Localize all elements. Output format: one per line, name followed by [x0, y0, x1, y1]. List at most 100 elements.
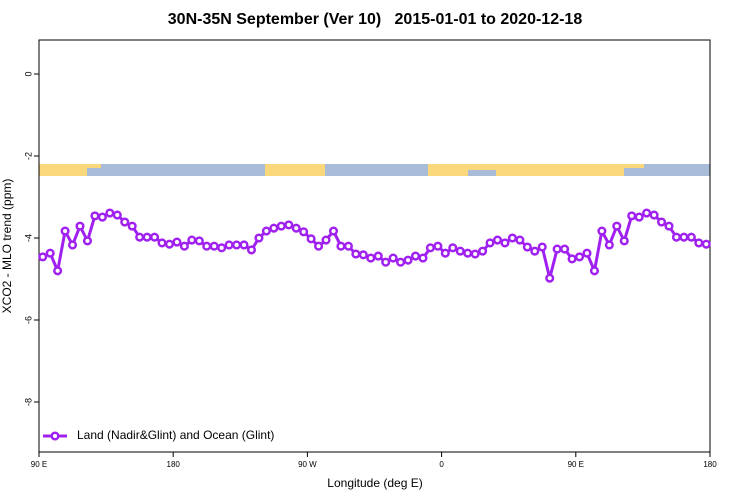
point: [589, 266, 599, 276]
point: [679, 232, 689, 242]
point: [60, 226, 70, 236]
point: [246, 245, 257, 255]
point: [112, 210, 122, 220]
point: [619, 236, 629, 246]
point: [425, 243, 435, 253]
x-tick-label: 90 E: [31, 460, 47, 469]
point: [127, 221, 137, 231]
point: [82, 236, 93, 246]
y-axis-label: XCO2 - MLO trend (ppm): [0, 179, 14, 314]
point: [552, 244, 562, 254]
point: [366, 253, 376, 263]
land-band: [265, 164, 325, 176]
point: [187, 235, 197, 245]
point: [537, 242, 547, 252]
point: [664, 221, 674, 231]
point: [202, 241, 212, 251]
point: [291, 223, 301, 233]
point: [642, 208, 652, 218]
point: [53, 266, 63, 276]
point: [164, 239, 175, 249]
point: [306, 234, 316, 244]
y-tick-label: -4: [23, 234, 33, 242]
y-tick-label: 0: [23, 72, 33, 77]
point: [314, 241, 324, 251]
point: [358, 250, 368, 260]
point: [627, 211, 637, 221]
y-tick-label: -6: [23, 316, 33, 324]
point: [135, 232, 145, 242]
point: [75, 221, 85, 231]
legend-marker: [50, 431, 60, 441]
point: [224, 240, 234, 250]
point: [157, 238, 167, 248]
point: [656, 217, 667, 227]
point: [261, 226, 271, 236]
point: [530, 246, 540, 256]
point: [172, 237, 182, 247]
point: [276, 221, 286, 231]
y-tick-label: -8: [23, 398, 33, 406]
point: [455, 246, 465, 256]
point: [343, 241, 353, 251]
point: [299, 227, 309, 237]
point: [694, 238, 704, 248]
x-tick-label: 180: [703, 460, 717, 469]
point: [492, 235, 503, 245]
point: [381, 257, 391, 267]
x-tick-label: 0: [439, 460, 444, 469]
point: [351, 249, 361, 259]
point: [485, 238, 495, 248]
point: [440, 248, 450, 258]
point: [463, 248, 473, 258]
land-band: [39, 164, 87, 176]
point: [120, 217, 130, 227]
point: [634, 212, 644, 222]
land-band: [87, 164, 101, 168]
point: [671, 232, 682, 242]
point: [522, 242, 532, 252]
point: [217, 243, 227, 253]
point: [567, 254, 577, 264]
point: [574, 252, 585, 262]
point: [686, 232, 696, 242]
land-band: [468, 164, 496, 170]
point: [470, 249, 480, 259]
point: [582, 248, 592, 258]
point: [612, 221, 622, 231]
point: [403, 255, 413, 265]
point: [90, 211, 100, 221]
point: [448, 243, 458, 253]
point: [105, 208, 115, 218]
point: [560, 244, 570, 254]
point: [254, 233, 264, 243]
point: [239, 240, 249, 250]
point: [97, 212, 107, 222]
point: [150, 232, 160, 242]
point: [500, 238, 510, 248]
point: [336, 241, 346, 251]
x-axis-label: Longitude (deg E): [327, 476, 422, 490]
land-band: [496, 164, 624, 176]
point: [433, 241, 443, 251]
point: [373, 251, 383, 261]
chart-title: 30N-35N September (Ver 10) 2015-01-01 to…: [168, 11, 583, 28]
point: [328, 226, 339, 236]
legend-label: Land (Nadir&Glint) and Ocean (Glint): [77, 428, 274, 442]
point: [597, 226, 607, 236]
x-tick-label: 90 E: [568, 460, 584, 469]
point: [179, 241, 189, 251]
point: [649, 210, 659, 220]
point: [701, 239, 711, 249]
point: [45, 248, 55, 258]
x-tick-label: 90 W: [298, 460, 317, 469]
point: [418, 253, 428, 263]
point: [38, 252, 48, 262]
point: [604, 240, 614, 250]
point: [321, 235, 331, 245]
land-band: [428, 164, 468, 176]
point: [388, 253, 398, 263]
point: [478, 246, 488, 256]
